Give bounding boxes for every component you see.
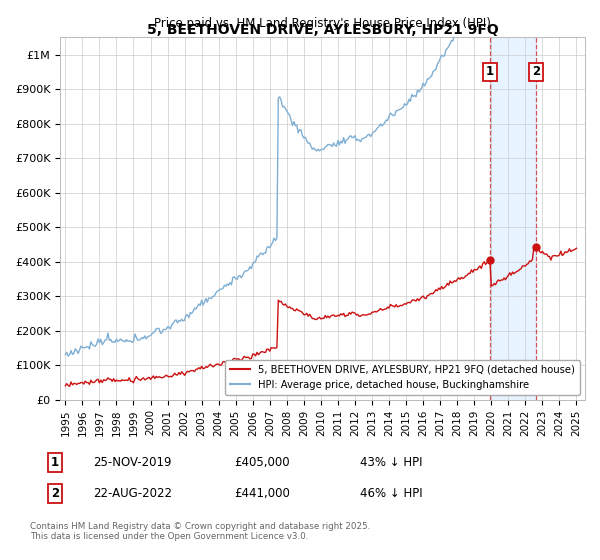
Text: Price paid vs. HM Land Registry's House Price Index (HPI): Price paid vs. HM Land Registry's House … (154, 17, 491, 30)
Bar (490, 38, 536, 400)
Text: 25-NOV-2019: 25-NOV-2019 (93, 456, 172, 469)
Title: 5, BEETHOVEN DRIVE, AYLESBURY, HP21 9FQ: 5, BEETHOVEN DRIVE, AYLESBURY, HP21 9FQ (147, 24, 499, 38)
Text: £405,000: £405,000 (234, 456, 290, 469)
Text: 2: 2 (532, 66, 540, 78)
Legend: 5, BEETHOVEN DRIVE, AYLESBURY, HP21 9FQ (detached house), HPI: Average price, de: 5, BEETHOVEN DRIVE, AYLESBURY, HP21 9FQ … (225, 360, 580, 395)
Text: £441,000: £441,000 (234, 487, 290, 500)
Text: 1: 1 (486, 66, 494, 78)
Text: 22-AUG-2022: 22-AUG-2022 (93, 487, 172, 500)
Text: 2: 2 (51, 487, 59, 500)
Text: 43% ↓ HPI: 43% ↓ HPI (360, 456, 422, 469)
Text: 1: 1 (51, 456, 59, 469)
Text: 46% ↓ HPI: 46% ↓ HPI (360, 487, 422, 500)
Text: Contains HM Land Registry data © Crown copyright and database right 2025.
This d: Contains HM Land Registry data © Crown c… (30, 522, 370, 542)
